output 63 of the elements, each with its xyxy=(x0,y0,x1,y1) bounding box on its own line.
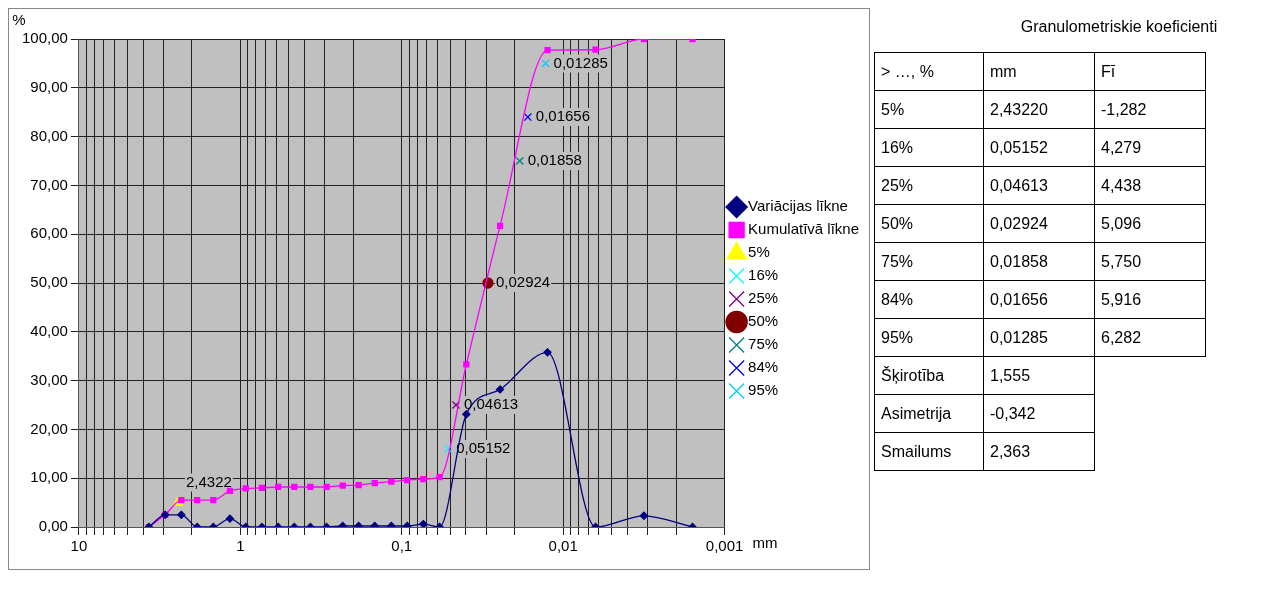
x-tick-label: 0,01 xyxy=(548,537,578,555)
text: 95% xyxy=(881,328,914,346)
y-tick-label: 100,00 xyxy=(21,29,68,47)
legend-label: 95% xyxy=(748,381,779,399)
text: Smailums xyxy=(881,442,952,460)
x-axis-title: mm xyxy=(752,534,778,552)
text: 0,01656 xyxy=(990,290,1048,308)
text: 84% xyxy=(881,290,914,308)
text: -0,342 xyxy=(990,404,1036,422)
text: 0,01285 xyxy=(990,328,1048,346)
text: 0,01858 xyxy=(990,252,1048,270)
y-tick-label: 70,00 xyxy=(30,175,68,193)
text: Granulometriskie koeficienti xyxy=(1019,17,1219,37)
y-tick-label: 50,00 xyxy=(30,273,68,291)
y-axis-title: % xyxy=(12,11,26,29)
text: mm xyxy=(990,62,1017,80)
annotation: 2,4322 xyxy=(186,472,232,490)
legend-label: 16% xyxy=(748,266,779,284)
text: Šķirotība xyxy=(881,366,945,384)
legend-label: 25% xyxy=(748,289,779,307)
legend-label: 75% xyxy=(748,335,779,353)
text: 0,05152 xyxy=(990,138,1048,156)
text: > …, % xyxy=(881,62,934,80)
y-tick-label: 40,00 xyxy=(30,321,68,339)
y-tick-label: 90,00 xyxy=(30,77,68,95)
text: 16% xyxy=(881,138,914,156)
x-tick-label: 0,1 xyxy=(391,537,413,555)
text: 4,438 xyxy=(1101,176,1142,194)
text: Fī xyxy=(1101,62,1116,80)
text: Asimetrija xyxy=(881,404,952,422)
x-tick-label: 0,001 xyxy=(705,537,744,555)
text: 0,04613 xyxy=(990,176,1048,194)
annotation: 0,01858 xyxy=(527,151,582,169)
text: 5% xyxy=(881,100,905,118)
legend-label: Kumulatīvā līkne xyxy=(748,220,859,238)
legend-label: Variācijas līkne xyxy=(748,197,848,215)
y-tick-label: 80,00 xyxy=(30,126,68,144)
legend-label: 84% xyxy=(748,358,779,376)
x-tick-label: 10 xyxy=(70,537,88,555)
text: 0,02924 xyxy=(990,214,1048,232)
text: 2,363 xyxy=(990,442,1031,460)
y-tick-label: 0,00 xyxy=(38,517,68,535)
text: 75% xyxy=(881,252,914,270)
text: 5,096 xyxy=(1101,214,1142,232)
annotation: 0,01656 xyxy=(535,107,591,125)
x-tick-label: 1 xyxy=(236,537,245,555)
text: 25% xyxy=(881,176,914,194)
y-tick-label: 30,00 xyxy=(30,370,68,388)
text: 50% xyxy=(881,214,914,232)
text: 5,750 xyxy=(1101,252,1142,270)
y-tick-label: 60,00 xyxy=(30,224,68,242)
annotation: 0,02924 xyxy=(495,273,551,291)
text: 2,43220 xyxy=(990,100,1048,118)
text: -1,282 xyxy=(1101,100,1147,118)
annotation: 0,01285 xyxy=(553,53,608,71)
legend-label: 5% xyxy=(748,243,770,261)
text: 6,282 xyxy=(1101,328,1142,346)
y-tick-label: 20,00 xyxy=(30,419,68,437)
text: 5,916 xyxy=(1101,290,1142,308)
y-tick-label: 10,00 xyxy=(30,468,68,486)
text: 4,279 xyxy=(1101,138,1142,156)
text: 1,555 xyxy=(990,366,1031,384)
legend-label: 50% xyxy=(748,312,779,330)
